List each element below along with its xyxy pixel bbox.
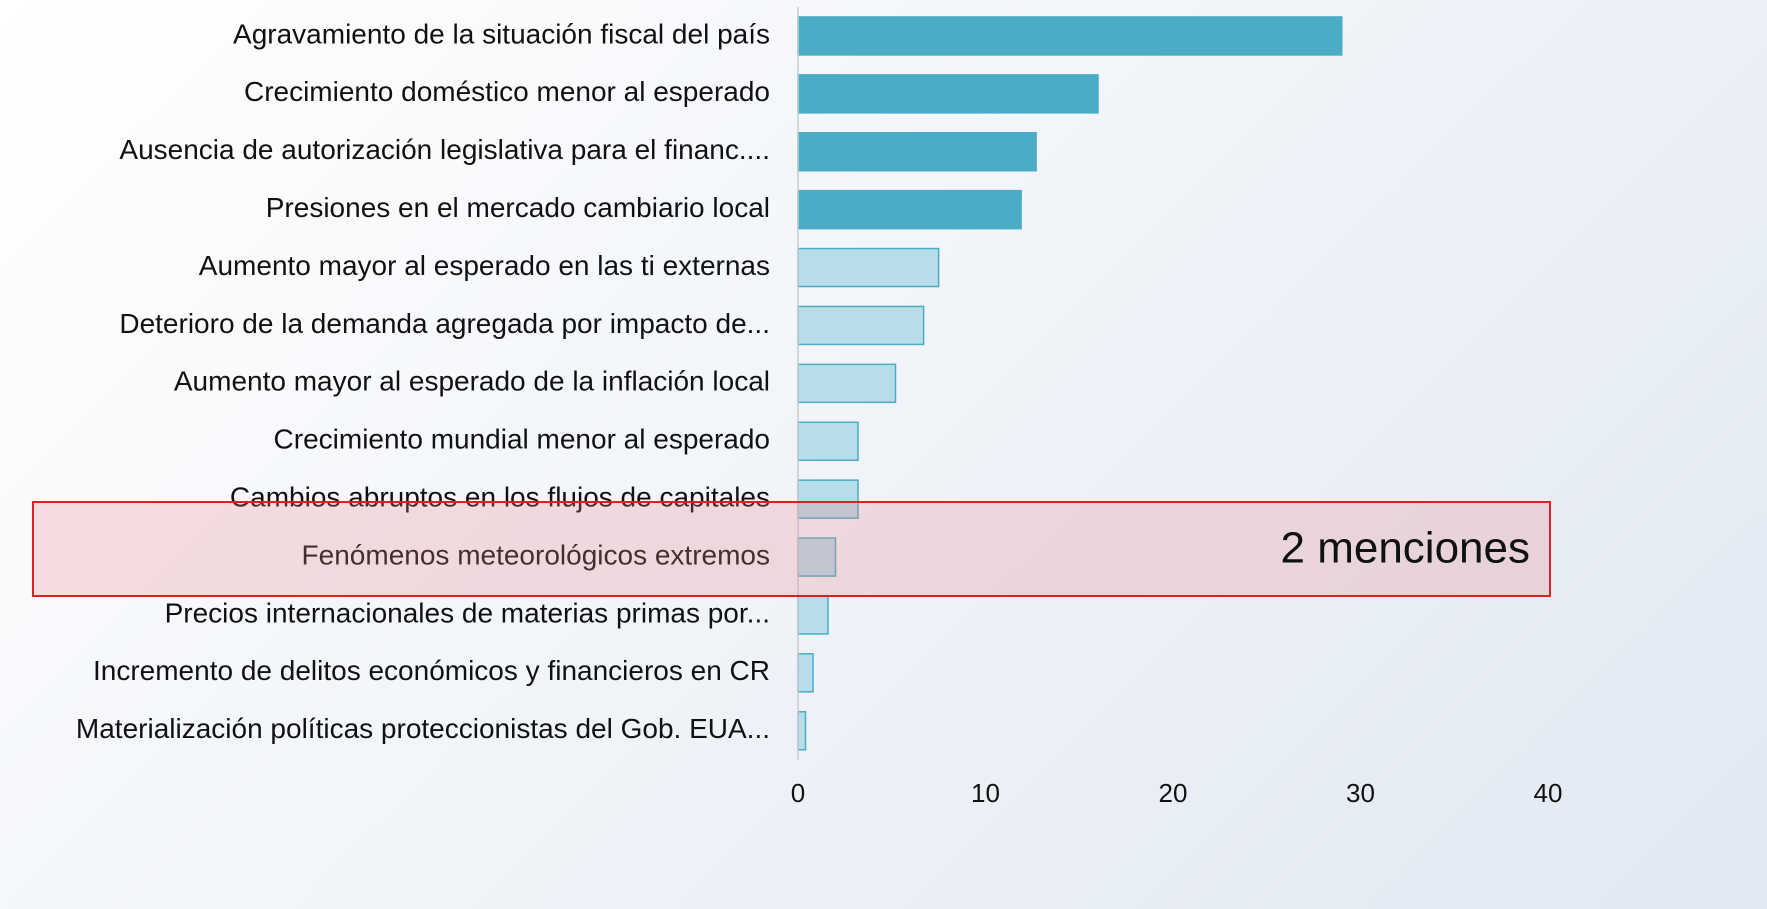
bar [797, 653, 814, 693]
y-tick-label: Crecimiento mundial menor al esperado [274, 424, 770, 455]
bar [797, 189, 1022, 230]
x-tick-label: 30 [1346, 778, 1375, 808]
x-tick-label: 10 [971, 778, 1000, 808]
bar [797, 479, 859, 519]
y-tick-label: Cambios abruptos en los flujos de capita… [230, 482, 770, 513]
y-tick-label: Agravamiento de la situación fiscal del … [233, 18, 770, 49]
bar [797, 711, 807, 751]
bar [797, 132, 1037, 172]
y-tick-label: Precios internacionales de materias prim… [165, 597, 770, 628]
bar [797, 595, 829, 635]
x-tick-label: 40 [1534, 778, 1563, 808]
y-tick-label: Deterioro de la demanda agregada por imp… [119, 308, 770, 339]
bar [797, 305, 925, 346]
y-tick-label: Incremento de delitos económicos y finan… [93, 655, 770, 686]
y-tick-label: Aumento mayor al esperado de la inflació… [174, 366, 770, 397]
bar [797, 363, 897, 404]
y-tick-label: Ausencia de autorización legislativa par… [119, 134, 770, 165]
y-tick-label: Aumento mayor al esperado en las ti exte… [199, 250, 770, 281]
bar [797, 247, 940, 288]
y-tick-label: Fenómenos meteorológicos extremos [302, 539, 770, 570]
highlight-box [32, 501, 1551, 597]
x-tick-label: 0 [791, 778, 805, 808]
y-tick-label: Materialización políticas proteccionista… [76, 713, 770, 744]
bar [797, 16, 1343, 56]
bar [797, 421, 859, 461]
bar [797, 74, 1099, 114]
y-tick-label: Presiones en el mercado cambiario local [266, 192, 770, 223]
y-tick-label: Crecimiento doméstico menor al esperado [244, 76, 770, 107]
annotation: 2 menciones [1281, 524, 1530, 573]
x-tick-label: 20 [1159, 778, 1188, 808]
